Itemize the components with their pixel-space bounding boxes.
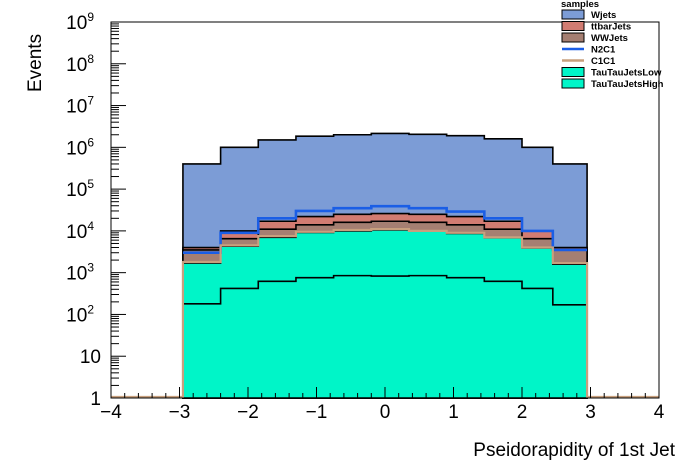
legend-swatch-wwjets	[561, 32, 585, 43]
legend-label-wjets: Wjets	[591, 10, 616, 21]
legend-label-wwjets: WWJets	[591, 33, 628, 44]
legend-label-n2c1: N2C1	[591, 45, 616, 56]
y-tick-label: 102	[66, 302, 94, 326]
x-tick-label: −4	[100, 402, 122, 423]
x-tick-label: 3	[585, 402, 596, 423]
x-tick-label: −3	[169, 402, 191, 423]
legend: samples WjetsttbarJetsWWJetsN2C1C1C1TauT…	[561, 0, 664, 90]
y-tick-label: 106	[66, 135, 94, 159]
legend-label-ttbarjets: ttbarJets	[591, 22, 631, 33]
y-axis-title: Events	[25, 34, 46, 92]
y-tick-label: 105	[66, 177, 94, 201]
y-tick-label: 104	[66, 219, 94, 243]
y-tick-label: 1	[90, 389, 101, 410]
x-tick-label: 2	[517, 402, 528, 423]
legend-swatch-ttbarjets	[561, 21, 585, 31]
y-tick-label: 103	[66, 261, 94, 285]
y-tick-label: 10	[80, 347, 101, 368]
series-tautaujetshigh-bars	[182, 274, 588, 399]
legend-title: samples	[561, 0, 599, 10]
plot-lines	[111, 204, 659, 399]
y-tick-label: 108	[66, 52, 94, 76]
plot-fills	[182, 132, 588, 399]
series-c1c1-line	[111, 228, 659, 399]
x-tick-label: 4	[654, 402, 665, 423]
x-tick-label: 1	[448, 402, 459, 423]
legend-swatch-tautaujetslow	[561, 67, 585, 77]
x-tick-label: −2	[237, 402, 259, 423]
y-tick-label: 107	[66, 94, 94, 118]
axes: −4 −3 −2 −1 0 1 2 3 4 1 10 102 103 104 105 106 107 108 109	[66, 10, 665, 423]
legend-label-tautaujetslow: TauTauJetsLow	[591, 68, 662, 79]
legend-swatch-tautaujetshigh	[561, 78, 585, 89]
legend-label-tautaujetshigh: TauTauJetsHigh	[591, 79, 664, 90]
legend-swatch-wjets	[561, 9, 585, 20]
series-n2c1-line	[182, 204, 588, 255]
x-tick-label: −1	[306, 402, 328, 423]
x-tick-label: 0	[380, 402, 391, 423]
legend-label-c1c1: C1C1	[591, 56, 616, 67]
y-tick-label: 109	[66, 10, 94, 34]
x-axis-title: Pseidorapidity of 1st Jet	[473, 440, 675, 461]
